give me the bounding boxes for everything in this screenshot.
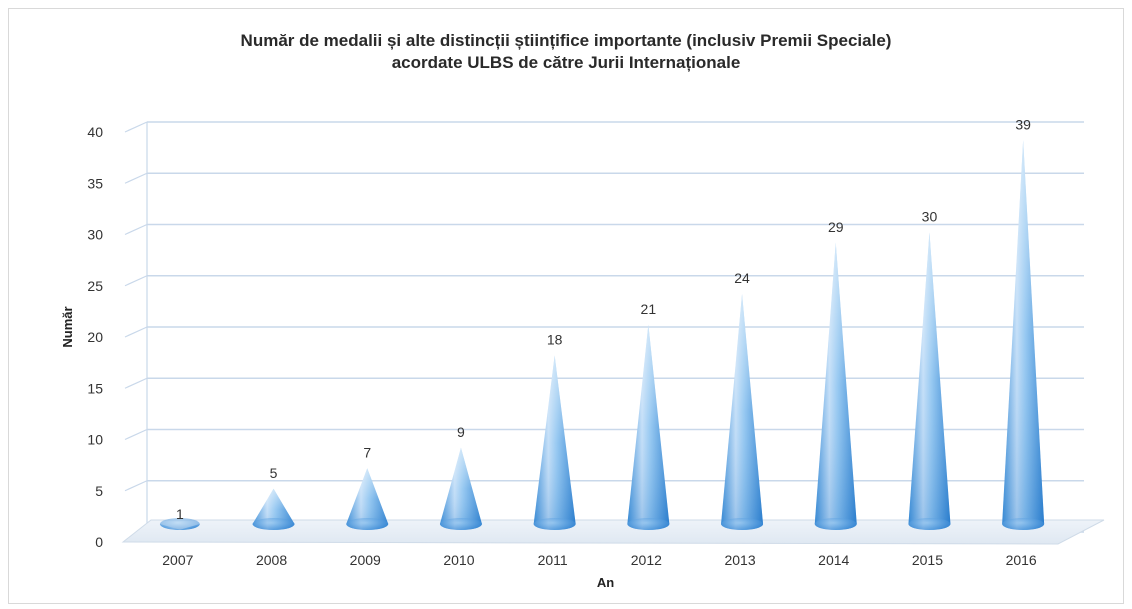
y-tick-label: 40	[87, 124, 103, 140]
data-label: 1	[176, 506, 184, 522]
cone-base	[252, 518, 295, 530]
cone-base	[159, 518, 200, 530]
gridline-depth	[124, 480, 148, 492]
data-label: 21	[641, 301, 657, 317]
gridline-depth	[124, 121, 148, 133]
chart-title-line-2: acordate ULBS de către Jurii Internațion…	[391, 53, 741, 72]
cone-base	[439, 518, 482, 530]
cone-base	[1002, 518, 1045, 530]
data-label: 30	[922, 209, 938, 225]
gridline-depth	[124, 428, 148, 441]
data-label: 39	[1015, 116, 1031, 132]
cone-bar-shade	[439, 447, 482, 530]
data-label: 18	[547, 332, 563, 348]
cone-base	[721, 518, 764, 530]
cone-bar-shade	[908, 232, 951, 530]
gridline-depth	[124, 377, 148, 389]
cone-base	[908, 518, 951, 530]
data-label: 29	[828, 219, 844, 235]
cone-bar-shade	[346, 468, 389, 530]
x-axis-label: An	[597, 575, 614, 590]
cone-base	[533, 518, 576, 530]
data-label: 24	[734, 270, 750, 286]
x-tick-label: 2016	[1006, 552, 1037, 568]
data-label: 7	[363, 444, 371, 460]
x-tick-label: 2009	[350, 552, 381, 568]
x-tick-label: 2011	[538, 552, 568, 568]
x-tick-label: 2010	[443, 552, 474, 568]
data-label: 5	[270, 465, 278, 481]
y-tick-label: 25	[87, 278, 103, 294]
x-tick-label: 2013	[724, 552, 755, 568]
cone-base	[814, 518, 857, 530]
gridline-depth	[124, 172, 148, 184]
gridline-depth	[124, 326, 148, 338]
y-tick-label: 5	[95, 483, 103, 499]
chart-title: Număr de medalii și alte distincții știi…	[0, 30, 1132, 74]
data-label: 9	[457, 424, 465, 440]
gridline-depth	[124, 275, 148, 287]
y-tick-label: 15	[87, 380, 103, 396]
x-tick-label: 2007	[162, 552, 193, 568]
cone-bar-shade	[721, 294, 764, 530]
cone-bar-shade	[627, 324, 670, 530]
gridline-depth	[124, 223, 148, 236]
x-tick-label: 2014	[818, 552, 849, 568]
cone-bar-shade	[814, 242, 857, 530]
y-tick-label: 0	[95, 534, 103, 550]
y-tick-label: 10	[87, 432, 103, 448]
cone-base	[627, 518, 670, 530]
cone-bar-shade	[533, 355, 576, 530]
x-tick-label: 2008	[256, 552, 287, 568]
y-axis-label: Număr	[60, 306, 75, 347]
y-tick-label: 20	[87, 329, 103, 345]
chart-title-line-1: Număr de medalii și alte distincții știi…	[240, 31, 892, 50]
cone-base	[346, 518, 389, 530]
x-tick-label: 2015	[912, 552, 943, 568]
y-tick-label: 35	[87, 175, 103, 191]
cone-bar-shade	[1002, 140, 1045, 530]
x-tick-label: 2012	[631, 552, 662, 568]
y-tick-label: 30	[87, 227, 103, 243]
